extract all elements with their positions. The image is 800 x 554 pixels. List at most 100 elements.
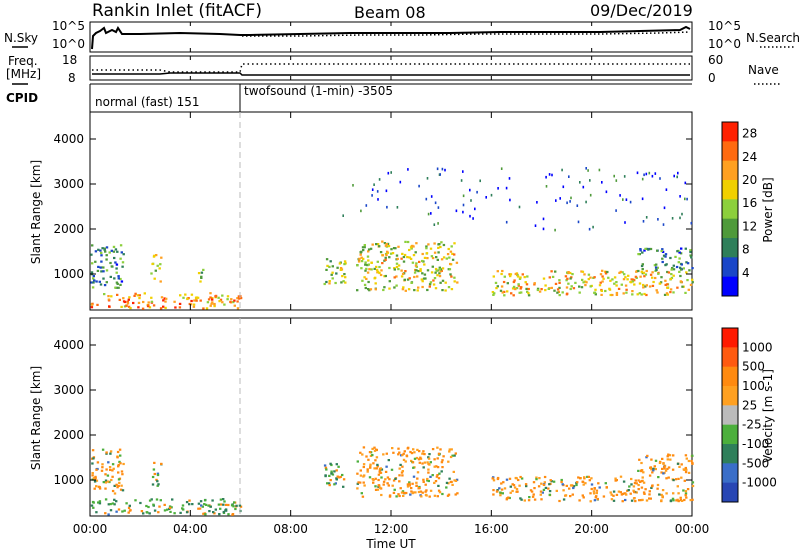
velocity-echo-cell bbox=[515, 477, 518, 480]
power-echo-cell bbox=[536, 201, 538, 204]
velocity-echo-cell bbox=[90, 504, 94, 507]
power-echo-cell bbox=[360, 267, 363, 270]
power-echo-cell bbox=[538, 290, 542, 293]
velocity-echo-cell bbox=[366, 468, 369, 471]
power-echo-cell bbox=[122, 297, 125, 300]
velocity-echo-cell bbox=[446, 494, 450, 497]
velocity-echo-cell bbox=[637, 488, 640, 491]
x-axis: 00:00 04:00 08:00 12:00 16:00 20:00 00:00 bbox=[73, 22, 709, 536]
power-echo-cell bbox=[219, 298, 223, 301]
velocity-echo-cell bbox=[163, 503, 166, 506]
velocity-echo-cell bbox=[199, 500, 203, 503]
power-echo-cell bbox=[426, 257, 429, 260]
date-title: 09/Dec/2019 bbox=[590, 1, 693, 20]
power-echo-cell bbox=[689, 283, 693, 286]
velocity-echo-cell bbox=[204, 503, 208, 506]
colorbar-swatch bbox=[722, 122, 738, 142]
velocity-echo-cell bbox=[181, 504, 185, 507]
power-echo-cell bbox=[566, 277, 569, 280]
velocity-echo-cell bbox=[454, 479, 458, 482]
power-echo-cell bbox=[422, 277, 426, 280]
velocity-echo-cell bbox=[373, 467, 376, 470]
colorbar-frame bbox=[721, 121, 739, 297]
power-echo-cell bbox=[99, 249, 102, 252]
x-tick-label: 16:00 bbox=[474, 522, 509, 536]
power-echo-cell bbox=[433, 251, 437, 254]
velocity-echo-cell bbox=[359, 481, 362, 484]
velocity-echo-cell bbox=[427, 479, 430, 483]
power-echo-cell bbox=[90, 303, 94, 306]
power-echo-cell bbox=[492, 293, 495, 296]
velocity-echo-cell bbox=[95, 468, 98, 471]
velocity-echo-cell bbox=[142, 512, 145, 515]
power-echo-cell bbox=[689, 249, 692, 252]
velocity-echo-cell bbox=[496, 490, 499, 493]
velocity-echo-cell bbox=[369, 466, 372, 469]
velocity-echo-cell bbox=[376, 488, 380, 491]
velocity-echo-cell bbox=[102, 481, 105, 484]
power-echo-cell bbox=[237, 295, 241, 298]
power-echo-cell bbox=[99, 283, 103, 286]
x-tick-label: 12:00 bbox=[374, 522, 409, 536]
power-echo-cell bbox=[635, 270, 639, 273]
velocity-echo-cell bbox=[339, 475, 342, 478]
power-echo-cell bbox=[407, 288, 411, 291]
velocity-echo-cell bbox=[425, 489, 428, 492]
power-echo-cell bbox=[328, 265, 331, 268]
power-echo-cell bbox=[434, 271, 437, 274]
power-echo-cell bbox=[218, 300, 221, 303]
power-echo-cell bbox=[453, 276, 456, 279]
power-echo-cell bbox=[236, 307, 240, 310]
power-echo-cell bbox=[401, 288, 405, 291]
colorbar-tick-label: 12 bbox=[742, 219, 757, 233]
power-echo-cell bbox=[685, 271, 688, 274]
velocity-echo-cell bbox=[623, 492, 626, 495]
power-echo-cell bbox=[512, 294, 515, 297]
velocity-echo-cell bbox=[503, 487, 507, 490]
power-echo-cell bbox=[613, 276, 617, 279]
power-echo-cell bbox=[492, 275, 495, 278]
power-echo-cell bbox=[512, 280, 516, 284]
power-echo-cell bbox=[90, 281, 93, 284]
power-echo-cell bbox=[401, 252, 404, 255]
velocity-echo-cell bbox=[416, 471, 420, 474]
power-echo-cell bbox=[678, 257, 681, 260]
velocity-echo-cell bbox=[121, 510, 124, 513]
power-echo-cell bbox=[91, 262, 94, 265]
power-echo-cell bbox=[661, 248, 664, 251]
power-echo-cell bbox=[640, 293, 643, 296]
velocity-echo-cell bbox=[198, 507, 202, 510]
velocity-echo-cell bbox=[218, 513, 221, 516]
power-echo-cell bbox=[127, 305, 131, 308]
power-echo-cell bbox=[411, 261, 415, 264]
power-echo-cell bbox=[150, 272, 153, 275]
power-echo-cell bbox=[374, 282, 377, 285]
power-echo-cell bbox=[491, 291, 495, 294]
power-echo-cell bbox=[526, 275, 529, 278]
velocity-echo-cell bbox=[450, 448, 453, 451]
power-echo-cell bbox=[664, 255, 667, 258]
power-echo-cell bbox=[367, 259, 370, 262]
velocity-echo-cell bbox=[650, 486, 653, 489]
power-echo-cell bbox=[433, 242, 436, 245]
velocity-echo-cell bbox=[363, 474, 366, 477]
power-echo-cell bbox=[381, 240, 384, 243]
power-echo-cell bbox=[691, 278, 694, 281]
velocity-echo-cell bbox=[110, 478, 113, 482]
power-echo-cell bbox=[649, 273, 653, 276]
power-echo-cell bbox=[629, 200, 632, 204]
velocity-echo-cell bbox=[558, 499, 561, 503]
power-echo-cell bbox=[375, 243, 378, 246]
power-echo-cell bbox=[213, 303, 216, 306]
power-echo-cell bbox=[158, 267, 161, 270]
power-echo-cell bbox=[645, 172, 648, 176]
velocity-echo-cell bbox=[579, 477, 582, 480]
velocity-echo-cell bbox=[235, 504, 238, 507]
velocity-echo-cell bbox=[392, 451, 395, 454]
power-echo-cell bbox=[631, 293, 634, 296]
velocity-echo-cell bbox=[374, 485, 377, 488]
noise-right-tick-bottom: 10^0 bbox=[708, 37, 741, 51]
power-echo-cell bbox=[421, 272, 424, 275]
velocity-echo-cell bbox=[422, 450, 425, 453]
power-echo-cell bbox=[544, 284, 547, 287]
